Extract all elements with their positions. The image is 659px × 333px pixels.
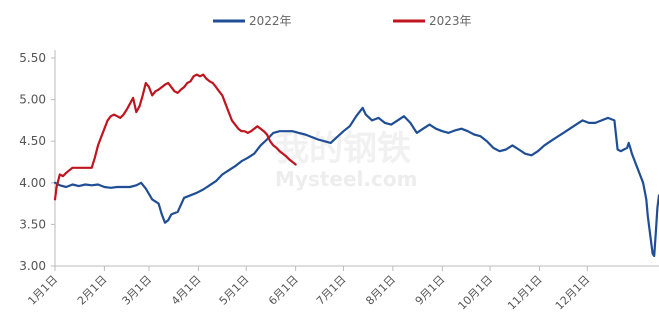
y-tick-label: 3.00 xyxy=(19,259,46,273)
legend: 2022年 2023年 xyxy=(213,14,472,28)
x-tick-label: 8月1日 xyxy=(363,273,398,308)
y-tick-label: 4.00 xyxy=(19,176,46,190)
y-tick-label: 5.00 xyxy=(19,93,46,107)
x-tick-label: 11月1日 xyxy=(505,273,545,313)
series-line-1 xyxy=(53,106,659,258)
x-tick-label: 12月1日 xyxy=(553,273,593,313)
x-tick-label: 2月1日 xyxy=(75,273,110,308)
x-tick-label: 5月1日 xyxy=(217,273,252,308)
watermark: 我的钢铁 Mysteel.com xyxy=(275,129,417,191)
legend-label-2: 2023年 xyxy=(429,14,472,28)
x-tick-label: 10月1日 xyxy=(456,273,496,313)
x-tick-label: 4月1日 xyxy=(169,273,204,308)
series-line-2 xyxy=(53,73,297,201)
watermark-cn: 我的钢铁 xyxy=(275,129,411,169)
x-tick-label: 1月1日 xyxy=(25,273,60,308)
watermark-en: Mysteel.com xyxy=(275,167,417,191)
y-tick-label: 5.50 xyxy=(19,51,46,65)
x-tick-label: 9月1日 xyxy=(413,273,448,308)
legend-label-1: 2022年 xyxy=(249,14,292,28)
x-tick-label: 3月1日 xyxy=(119,273,154,308)
x-tick-label: 7月1日 xyxy=(314,273,349,308)
series-group xyxy=(53,73,659,258)
x-tick-label: 6月1日 xyxy=(266,273,301,308)
y-axis: 3.00 3.50 4.00 4.50 5.00 5.50 xyxy=(19,50,56,273)
y-tick-label: 3.50 xyxy=(19,217,46,231)
y-tick-label: 4.50 xyxy=(19,134,46,148)
x-axis: 1月1日 2月1日 3月1日 4月1日 5月1日 6月1日 7月1日 8月1日 9月1日 10月1… xyxy=(25,265,659,313)
